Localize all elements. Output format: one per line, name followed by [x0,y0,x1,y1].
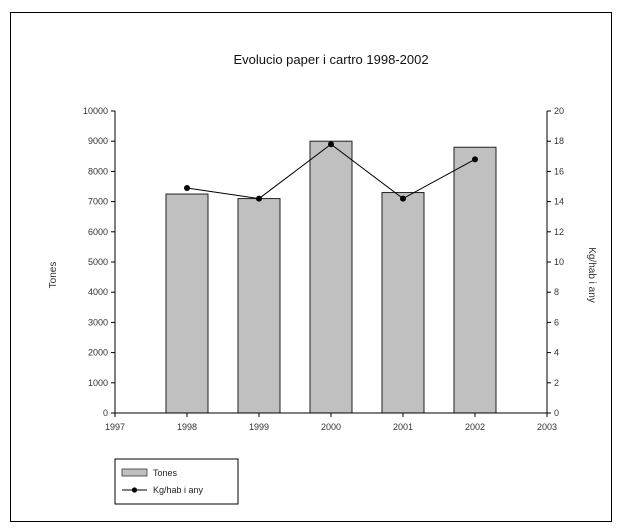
y-tick-label: 8000 [88,166,108,176]
y2-tick-label: 0 [554,408,559,418]
y2-tick-label: 16 [554,166,564,176]
x-tick-label: 2001 [393,422,413,432]
y-axis-label: Tones [48,262,59,289]
x-tick-label: 2000 [321,422,341,432]
x-tick-label: 1999 [249,422,269,432]
y-tick-label: 4000 [88,287,108,297]
x-tick-label: 1997 [105,422,125,432]
x-tick-label: 1998 [177,422,197,432]
y-tick-label: 1000 [88,378,108,388]
y2-tick-label: 10 [554,257,564,267]
bar-2001 [381,192,425,414]
line-point-1999 [256,195,262,202]
bar-1999 [237,198,281,414]
legend-label-kg: Kg/hab i any [153,485,204,495]
y-tick-label: 9000 [88,136,108,146]
chart: Evolucio paper i cartro 1998-2002 0 1000 2… [48,52,597,505]
x-tick-label: 2002 [465,422,485,432]
y-tick-label: 10000 [83,106,108,116]
y2-tick-label: 8 [554,287,559,297]
y2-axis-label: Kg/hab i any [586,247,597,303]
line-point-2001 [400,195,406,202]
y2-tick-label: 2 [554,378,559,388]
bar-2000 [309,140,353,414]
y-tick-label: 7000 [88,197,108,207]
bar-1998 [165,193,209,414]
legend: Tones Kg/hab i any [114,458,239,505]
y2-tick-label: 14 [554,197,564,207]
y-tick-label: 2000 [88,348,108,358]
y2-tick-label: 18 [554,136,564,146]
legend-swatch-marker [131,487,138,493]
x-tick-label: 2003 [537,422,557,432]
legend-box [114,458,239,505]
y-tick-label: 3000 [88,317,108,327]
line-point-2002 [472,156,478,163]
line-point-1998 [184,185,190,192]
y2-tick-label: 12 [554,227,564,237]
y2-tick-label: 20 [554,106,564,116]
legend-swatch-bar [121,468,148,477]
y-tick-label: 5000 [88,257,108,267]
y2-tick-label: 4 [554,348,559,358]
y-tick-label: 0 [103,408,108,418]
y2-tick-label: 6 [554,317,559,327]
bar-2002 [453,146,497,414]
chart-frame: Evolucio paper i cartro 1998-2002 0 1000 2… [10,12,612,522]
line-point-2000 [328,141,334,148]
y-tick-label: 6000 [88,227,108,237]
chart-title: Evolucio paper i cartro 1998-2002 [233,52,428,67]
legend-label-tones: Tones [153,468,178,478]
